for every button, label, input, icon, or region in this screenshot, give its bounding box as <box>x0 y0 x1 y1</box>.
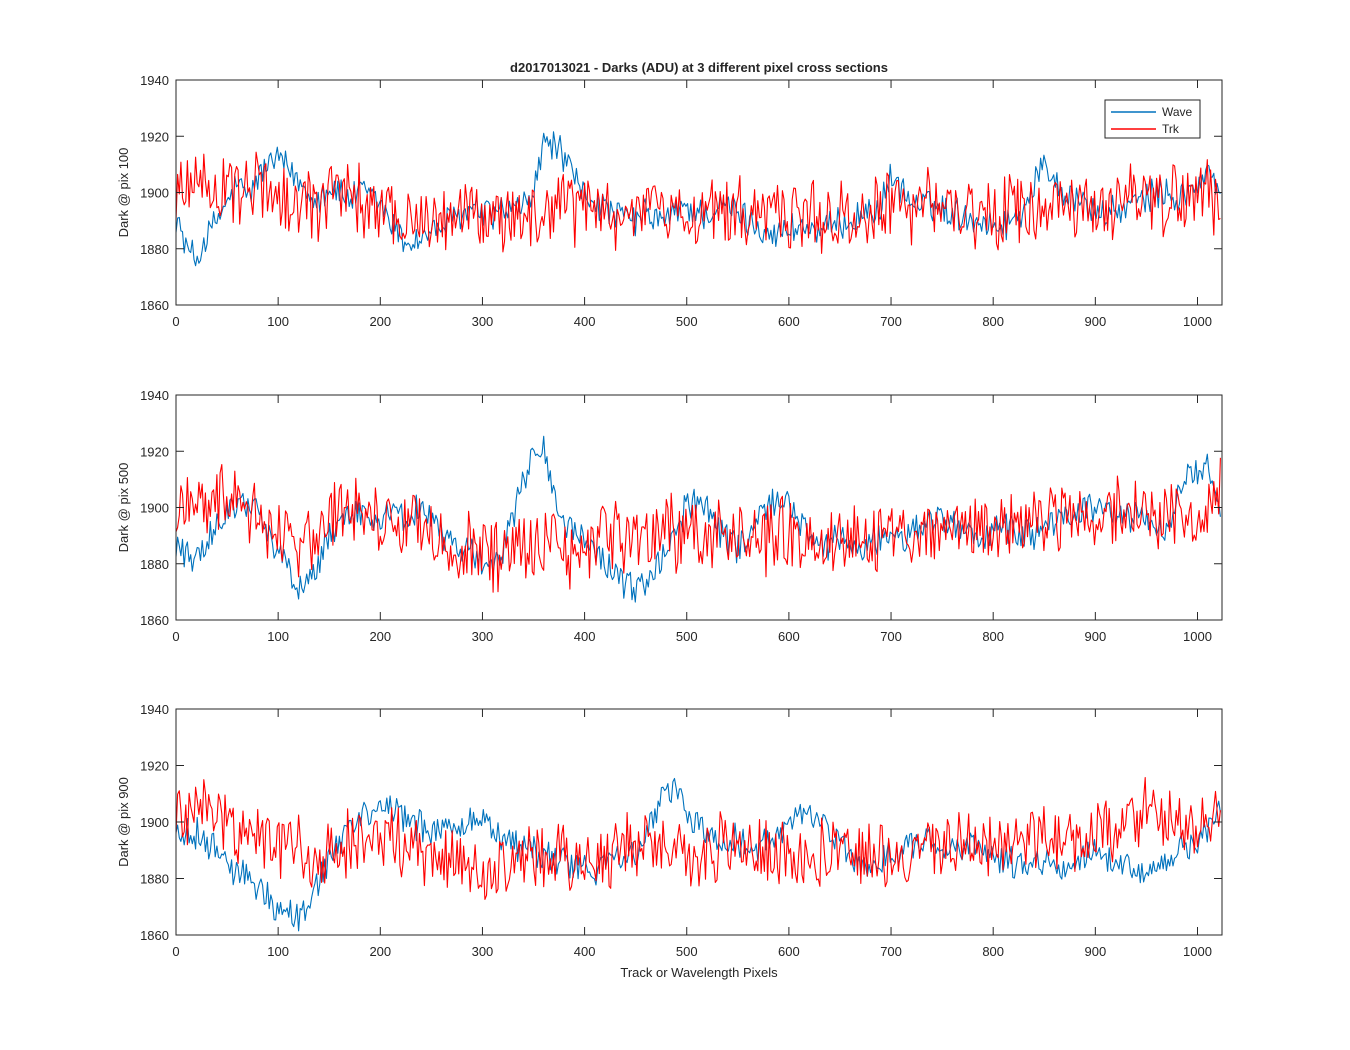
x-tick-label: 0 <box>172 629 179 644</box>
figure-title: d2017013021 - Darks (ADU) at 3 different… <box>510 60 888 75</box>
legend-label-trk: Trk <box>1162 122 1180 136</box>
series-line-trk <box>176 151 1221 254</box>
legend-label-wave: Wave <box>1162 105 1193 119</box>
x-tick-label: 800 <box>982 944 1004 959</box>
series-line-trk <box>176 457 1221 593</box>
plot-area <box>176 395 1222 620</box>
x-tick-label: 1000 <box>1183 944 1212 959</box>
y-tick-label: 1900 <box>140 501 169 516</box>
series-group <box>176 777 1221 932</box>
x-tick-label: 600 <box>778 944 800 959</box>
x-tick-label: 200 <box>369 314 391 329</box>
x-tick-label: 900 <box>1084 944 1106 959</box>
x-tick-label: 300 <box>472 944 494 959</box>
panel-2: 0 100 200 300 400 500 600 700 800 900 1000 1860 1880… <box>116 388 1223 644</box>
y-tick-label: 1900 <box>140 815 169 830</box>
y-tick-label: 1860 <box>140 298 169 313</box>
x-tick-label: 100 <box>267 314 289 329</box>
y-tick-label: 1920 <box>140 444 169 459</box>
y-axis-label: Dark @ pix 100 <box>116 148 131 238</box>
x-tick-label: 0 <box>172 314 179 329</box>
x-tick-label: 700 <box>880 629 902 644</box>
x-tick-label: 200 <box>369 629 391 644</box>
plot-area <box>176 709 1222 935</box>
x-tick-label: 400 <box>574 944 596 959</box>
x-tick-label: 0 <box>172 944 179 959</box>
x-tick-label: 500 <box>676 629 698 644</box>
y-tick-label: 1880 <box>140 242 169 257</box>
x-tick-label: 400 <box>574 629 596 644</box>
x-tick-label: 100 <box>267 944 289 959</box>
x-tick-label: 500 <box>676 944 698 959</box>
y-tick-label: 1940 <box>140 73 169 88</box>
plot-area <box>176 80 1222 305</box>
panel-3: 0 100 200 300 400 500 600 700 800 900 1000 1860 1880… <box>116 702 1223 959</box>
x-tick-label: 500 <box>676 314 698 329</box>
y-tick-label: 1940 <box>140 388 169 403</box>
x-tick-label: 700 <box>880 944 902 959</box>
x-tick-label: 900 <box>1084 314 1106 329</box>
legend-box <box>1104 99 1201 139</box>
x-tick-label: 300 <box>472 314 494 329</box>
y-tick-label: 1900 <box>140 186 169 201</box>
panel-1: 0 100 200 300 400 500 600 700 800 900 1000 1860 1880… <box>116 73 1223 329</box>
series-line-wave <box>176 131 1221 267</box>
y-tick-label: 1860 <box>140 928 169 943</box>
y-tick-label: 1860 <box>140 613 169 628</box>
x-tick-label: 400 <box>574 314 596 329</box>
y-tick-label: 1880 <box>140 872 169 887</box>
x-tick-label: 600 <box>778 314 800 329</box>
y-axis-label: Dark @ pix 500 <box>116 463 131 553</box>
series-group <box>176 435 1221 603</box>
series-line-wave <box>176 777 1221 932</box>
x-tick-label: 700 <box>880 314 902 329</box>
legend: Wave Trk <box>1104 99 1201 139</box>
y-tick-label: 1940 <box>140 702 169 717</box>
x-tick-label: 300 <box>472 629 494 644</box>
y-tick-label: 1880 <box>140 557 169 572</box>
y-axis-label: Dark @ pix 900 <box>116 777 131 867</box>
x-tick-label: 800 <box>982 314 1004 329</box>
series-line-trk <box>176 777 1221 900</box>
x-axis-label: Track or Wavelength Pixels <box>620 965 778 980</box>
x-tick-label: 600 <box>778 629 800 644</box>
x-tick-label: 100 <box>267 629 289 644</box>
y-tick-label: 1920 <box>140 759 169 774</box>
x-tick-label: 800 <box>982 629 1004 644</box>
panels: 0 100 200 300 400 500 600 700 800 900 100018601880… <box>116 73 1223 959</box>
x-tick-label: 900 <box>1084 629 1106 644</box>
x-tick-label: 1000 <box>1183 629 1212 644</box>
series-group <box>176 131 1221 267</box>
x-tick-label: 1000 <box>1183 314 1212 329</box>
y-tick-label: 1920 <box>140 129 169 144</box>
x-tick-label: 200 <box>369 944 391 959</box>
